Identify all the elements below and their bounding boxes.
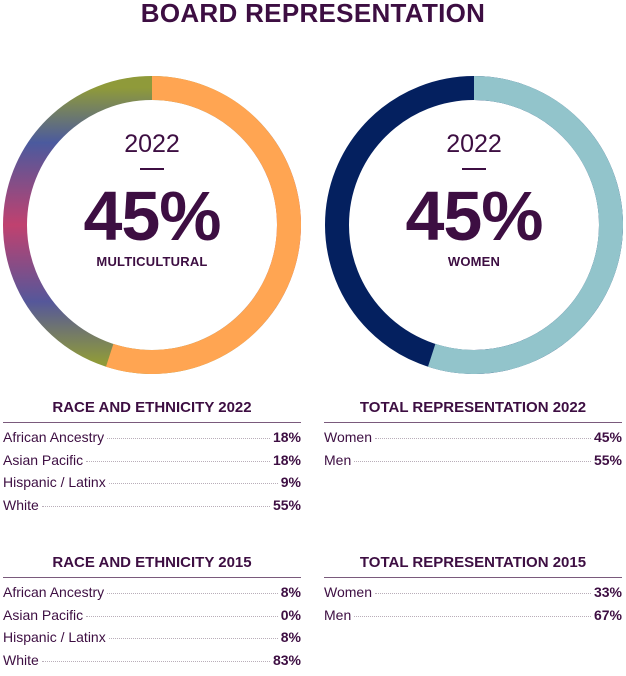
non-multicultural-segment xyxy=(105,76,301,374)
multicultural-donut-svg xyxy=(3,76,301,374)
dot-leader xyxy=(41,505,270,507)
row-label: African Ancestry xyxy=(3,429,105,445)
multicultural-percent: 45% xyxy=(83,177,221,255)
row-value: 67% xyxy=(593,606,622,623)
women-donut-svg xyxy=(325,76,623,374)
row-value: 33% xyxy=(593,584,622,600)
row-label: Asian Pacific xyxy=(3,606,84,623)
row-label: Hispanic / Latinx xyxy=(3,629,106,645)
women-label: WOMEN xyxy=(447,254,501,269)
row-value: 55% xyxy=(272,496,301,513)
dot-leader xyxy=(374,438,591,439)
race-ethnicity-2015-heading: RACE AND ETHNICITY 2015 xyxy=(3,553,301,578)
row-label: Hispanic / Latinx xyxy=(3,474,106,490)
dot-leader xyxy=(354,460,591,462)
women-year: 2022 xyxy=(446,130,502,158)
row-value: 83% xyxy=(272,651,301,668)
total-representation-2022-heading: TOTAL REPRESENTATION 2022 xyxy=(324,398,622,423)
race-ethnicity-2022-heading: RACE AND ETHNICITY 2022 xyxy=(3,398,301,423)
row-value: 9% xyxy=(280,474,301,490)
row-label: White xyxy=(3,496,39,513)
table-row: Men 67% xyxy=(324,607,622,630)
row-label: African Ancestry xyxy=(3,584,105,600)
table-row: Asian Pacific 18% xyxy=(3,452,301,475)
row-value: 18% xyxy=(272,429,301,445)
race-ethnicity-2015-table: RACE AND ETHNICITY 2015 African Ancestry… xyxy=(3,553,301,674)
divider xyxy=(462,168,486,170)
row-value: 18% xyxy=(272,451,301,468)
women-percent: 45% xyxy=(405,177,543,255)
table-row: White 83% xyxy=(3,652,301,675)
total-representation-2022-table: TOTAL REPRESENTATION 2022 Women 45% Men 55% xyxy=(324,398,622,474)
row-value: 45% xyxy=(593,429,622,445)
dot-leader xyxy=(374,593,591,594)
dot-leader xyxy=(86,460,270,462)
table-row: African Ancestry 8% xyxy=(3,584,301,607)
multicultural-donut: 2022 45% MULTICULTURAL xyxy=(3,76,301,374)
multicultural-year: 2022 xyxy=(124,130,180,158)
row-label: White xyxy=(3,651,39,668)
table-row: Women 33% xyxy=(324,584,622,607)
row-label: Men xyxy=(324,606,352,623)
dot-leader xyxy=(107,438,270,439)
divider xyxy=(140,168,164,170)
dot-leader xyxy=(108,483,278,484)
multicultural-label: MULTICULTURAL xyxy=(96,254,208,269)
table-row: Women 45% xyxy=(324,429,622,452)
row-value: 8% xyxy=(280,629,301,645)
table-row: Hispanic / Latinx 9% xyxy=(3,474,301,497)
row-label: Asian Pacific xyxy=(3,451,84,468)
dot-leader xyxy=(354,615,591,617)
dot-leader xyxy=(108,638,278,639)
dot-leader xyxy=(86,615,278,617)
row-label: Men xyxy=(324,451,352,468)
dot-leader xyxy=(41,660,270,662)
page-title: BOARD REPRESENTATION xyxy=(140,0,486,28)
total-representation-2015-heading: TOTAL REPRESENTATION 2015 xyxy=(324,553,622,578)
women-donut: 2022 45% WOMEN xyxy=(325,76,623,374)
dot-leader xyxy=(107,593,278,594)
table-row: African Ancestry 18% xyxy=(3,429,301,452)
table-row: Men 55% xyxy=(324,452,622,475)
race-ethnicity-2022-table: RACE AND ETHNICITY 2022 African Ancestry… xyxy=(3,398,301,519)
table-row: White 55% xyxy=(3,497,301,520)
row-label: Women xyxy=(324,584,372,600)
row-value: 0% xyxy=(280,606,301,623)
row-value: 8% xyxy=(280,584,301,600)
table-row: Hispanic / Latinx 8% xyxy=(3,629,301,652)
row-label: Women xyxy=(324,429,372,445)
total-representation-2015-table: TOTAL REPRESENTATION 2015 Women 33% Men 67% xyxy=(324,553,622,629)
table-row: Asian Pacific 0% xyxy=(3,607,301,630)
women-segment xyxy=(427,76,623,374)
row-value: 55% xyxy=(593,451,622,468)
